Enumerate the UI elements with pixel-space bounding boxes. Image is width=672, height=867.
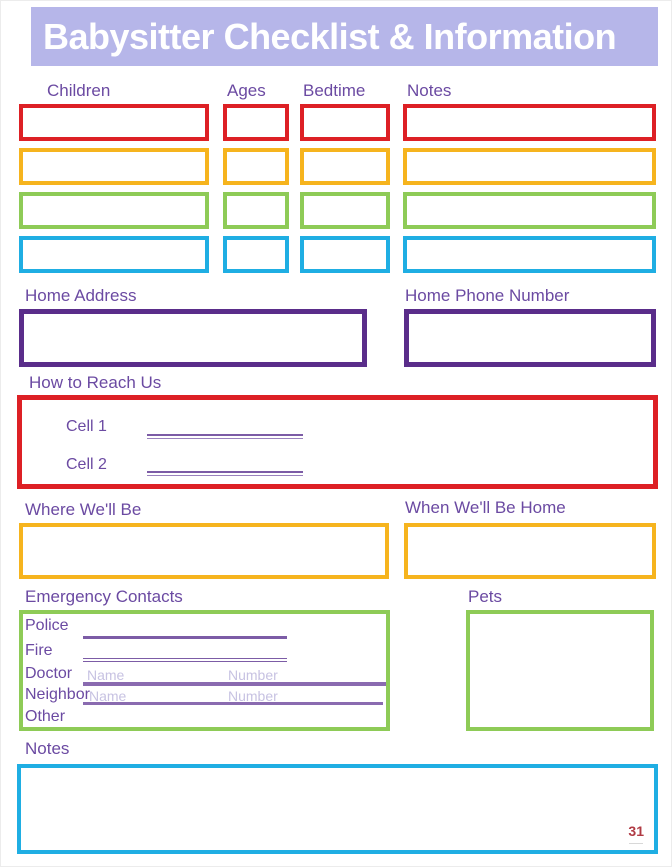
child-3-age-field[interactable]	[223, 192, 289, 229]
notes-label: Notes	[25, 739, 70, 758]
thirty-one-logo-text: 31	[628, 823, 644, 839]
child-2-age-field[interactable]	[223, 148, 289, 185]
child-4-bedtime-field[interactable]	[300, 236, 390, 273]
child-3-bedtime-field[interactable]	[300, 192, 390, 229]
child-2-bedtime-field[interactable]	[300, 148, 390, 185]
neighbor-label: Neighbor	[25, 686, 90, 703]
home-address-field[interactable]	[19, 309, 367, 367]
where-well-be-field[interactable]	[19, 523, 389, 579]
column-header-ages: Ages	[227, 81, 266, 100]
child-4-age-field[interactable]	[223, 236, 289, 273]
column-header-bedtime: Bedtime	[303, 81, 366, 100]
home-address-label: Home Address	[25, 286, 137, 305]
home-phone-label: Home Phone Number	[405, 286, 570, 305]
notes-field[interactable]: 31	[17, 764, 658, 854]
child-1-age-field[interactable]	[223, 104, 289, 141]
child-4-name-field[interactable]	[19, 236, 209, 273]
child-3-notes-field[interactable]	[403, 192, 656, 229]
cell-2-label: Cell 2	[66, 456, 107, 473]
child-1-name-field[interactable]	[19, 104, 209, 141]
doctor-label: Doctor	[25, 665, 73, 682]
column-header-notes: Notes	[407, 81, 452, 100]
page-title: Babysitter Checklist & Information	[43, 15, 617, 57]
fire-label: Fire	[25, 642, 53, 659]
child-3-name-field[interactable]	[19, 192, 209, 229]
police-label: Police	[25, 617, 69, 634]
thirty-one-logo: 31	[628, 823, 644, 844]
column-header-children: Children	[47, 81, 111, 100]
when-well-be-home-field[interactable]	[404, 523, 656, 579]
emergency-contacts-box: Police Fire Doctor Neighbor Other	[19, 610, 390, 731]
pets-label: Pets	[468, 587, 503, 606]
doctor-number-input[interactable]	[228, 667, 338, 683]
reach-us-label: How to Reach Us	[29, 373, 162, 392]
reach-us-box: Cell 1 Cell 2	[17, 395, 658, 489]
home-phone-field[interactable]	[404, 309, 656, 367]
fire-write-line[interactable]	[83, 658, 287, 662]
thirty-one-logo-tagline	[629, 839, 644, 844]
other-label: Other	[25, 708, 66, 725]
doctor-write-line[interactable]	[83, 682, 386, 686]
child-1-bedtime-field[interactable]	[300, 104, 390, 141]
doctor-name-input[interactable]	[87, 667, 197, 683]
emergency-contacts-label: Emergency Contacts	[25, 587, 183, 606]
cell-1-label: Cell 1	[66, 418, 107, 435]
where-well-be-label: Where We'll Be	[25, 500, 142, 519]
child-4-notes-field[interactable]	[403, 236, 656, 273]
child-2-name-field[interactable]	[19, 148, 209, 185]
title-banner: Babysitter Checklist & Information	[31, 7, 658, 66]
when-well-be-home-label: When We'll Be Home	[405, 498, 566, 517]
pets-field[interactable]	[466, 610, 654, 731]
cell-2-write-line[interactable]	[147, 471, 303, 476]
neighbor-number-input[interactable]	[228, 688, 338, 704]
child-2-notes-field[interactable]	[403, 148, 656, 185]
neighbor-write-line[interactable]	[83, 702, 383, 705]
neighbor-name-input[interactable]	[89, 688, 199, 704]
cell-1-write-line[interactable]	[147, 434, 303, 439]
child-1-notes-field[interactable]	[403, 104, 656, 141]
police-write-line[interactable]	[83, 636, 287, 639]
